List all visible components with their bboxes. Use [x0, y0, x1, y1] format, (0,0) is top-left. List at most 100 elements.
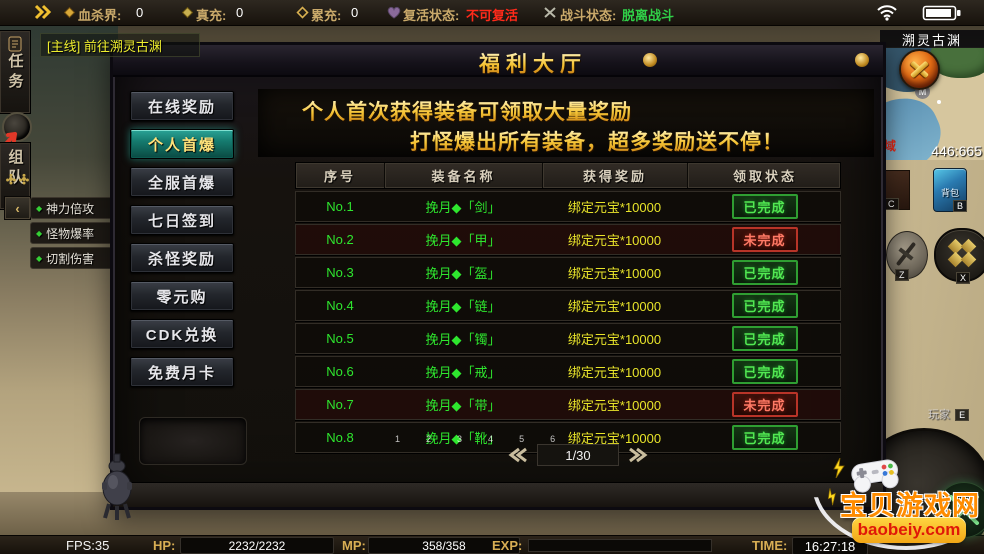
row-reward: 绑定元宝*10000: [567, 233, 662, 248]
blood-realm-icon: [63, 6, 76, 19]
status-button[interactable]: 已完成: [731, 293, 798, 318]
menu-kill-monster-reward[interactable]: 杀怪奖励: [130, 243, 234, 273]
gold-diamond-icon: [960, 251, 977, 268]
row-no: No.3: [326, 265, 354, 280]
buff-monster-drop[interactable]: ◆ 怪物爆率: [30, 222, 121, 244]
status-button[interactable]: 已完成: [731, 425, 798, 450]
row-no: No.8: [326, 430, 354, 445]
minimap-terrain[interactable]: M 区域 446:665: [880, 48, 984, 160]
blood-realm-value: 0: [136, 5, 144, 20]
exp-label: EXP:: [492, 538, 523, 553]
status-button[interactable]: 已完成: [731, 194, 798, 219]
close-dialog-button[interactable]: [899, 49, 940, 90]
row-no: No.4: [326, 298, 354, 313]
hotkey-z-badge: Z: [895, 269, 909, 281]
true-charge-icon: [181, 6, 194, 19]
buff-label: 神力倍攻: [46, 201, 95, 216]
col-装备名称: 装备名称: [384, 163, 542, 188]
chevrons-left-icon: [508, 447, 527, 463]
hotkey-e-badge: E: [955, 409, 970, 421]
status-button[interactable]: 未完成: [731, 392, 798, 417]
character-hotkey-icon[interactable]: C: [884, 170, 910, 210]
status-button[interactable]: 已完成: [731, 260, 798, 285]
menu-personal-first-drop[interactable]: 个人首爆: [130, 129, 234, 159]
task-scroll-icon: [8, 36, 22, 52]
collapse-panel-button[interactable]: ‹: [4, 196, 31, 220]
assist-hotkey-icon[interactable]: X: [934, 228, 984, 284]
incense-burner-decoration: [102, 453, 132, 520]
battle-swords-icon: [544, 7, 556, 18]
exp-bar: [528, 539, 712, 552]
banner-line2: 打怪爆出所有装备，超多奖励送不停！: [410, 126, 784, 156]
dialog-header: 福利大厅: [113, 45, 883, 77]
true-charge-label: 真充:: [196, 8, 227, 23]
hotkey-x-badge: X: [956, 272, 971, 284]
player-hotkey-icon[interactable]: 玩家 E: [928, 406, 970, 422]
row-reward: 绑定元宝*10000: [567, 431, 662, 446]
menu-server-first-drop[interactable]: 全服首爆: [130, 167, 234, 197]
hotkey-c-badge: C: [884, 198, 899, 210]
prev-page-button[interactable]: [506, 447, 530, 463]
mp-label: MP:: [342, 538, 366, 553]
sword-hotkey-icon[interactable]: Z: [886, 231, 928, 281]
top-status-bar: 血杀界: 0 真充: 0 累充: 0 复活状态: 不可复活 战斗状态: 脱离战斗: [0, 0, 984, 26]
buff-label: 怪物爆率: [46, 226, 95, 241]
chevrons-right-icon: [629, 447, 648, 463]
status-button[interactable]: 已完成: [731, 359, 798, 384]
row-item: 挽月◆「甲」: [425, 233, 501, 248]
table-header: 序号 装备名称 获得奖励 领取状态: [295, 162, 841, 189]
player-dot: [937, 100, 941, 104]
map-name: 溯灵古渊: [880, 30, 984, 48]
bottom-status-bar: FPS:35 HP: 2232/2232 MP: 358/358 EXP: TI…: [0, 535, 984, 554]
pagination: 1/30: [506, 444, 650, 466]
row-item: 挽月◆「链」: [425, 299, 501, 314]
expand-chevrons-icon[interactable]: [33, 4, 53, 20]
row-item: 挽月◆「靴」: [425, 431, 501, 446]
row-no: No.7: [326, 397, 354, 412]
minimap[interactable]: 溯灵古渊 M 区域 446:665: [880, 30, 984, 160]
menu-free-month-card[interactable]: 免费月卡: [130, 357, 234, 387]
page-indicator: 1/30: [537, 444, 619, 466]
buff-label: 切割伤害: [46, 251, 95, 266]
table-row: No.5 挽月◆「镯」 绑定元宝*10000 已完成: [295, 323, 841, 354]
menu-zero-yuan-buy[interactable]: 零元购: [130, 281, 234, 311]
quest-tracker[interactable]: [主线] 前往溯灵古渊: [40, 33, 200, 57]
row-reward: 绑定元宝*10000: [567, 200, 662, 215]
hotkey-b-badge: B: [952, 200, 967, 212]
revive-status-label: 复活状态:: [403, 8, 460, 23]
reward-table: 序号 装备名称 获得奖励 领取状态 No.1 挽月◆「剑」 绑定元宝*10000…: [295, 162, 841, 453]
row-no: No.1: [326, 199, 354, 214]
status-button[interactable]: 未完成: [731, 227, 798, 252]
menu-cdk-exchange[interactable]: CDK兑换: [130, 319, 234, 349]
quest-text: [主线] 前往溯灵古渊: [47, 38, 162, 54]
fps-counter: FPS:35: [66, 538, 110, 553]
row-no: No.6: [326, 364, 354, 379]
wifi-icon: [877, 5, 897, 21]
buff-divine-power[interactable]: ◆ 神力倍攻: [30, 197, 121, 219]
diamond-bullet-icon: ◆: [36, 228, 43, 238]
mp-value: 358/358: [368, 537, 520, 554]
status-button[interactable]: 已完成: [731, 326, 798, 351]
watermark-url: baobeiy.com: [852, 517, 966, 543]
bag-hotkey-icon[interactable]: 背包 B: [933, 168, 967, 212]
row-reward: 绑定元宝*10000: [567, 365, 662, 380]
menu-online-reward[interactable]: 在线奖励: [130, 91, 234, 121]
row-no: No.5: [326, 331, 354, 346]
banner: 个人首次获得装备可领取大量奖励 打怪爆出所有装备，超多奖励送不停！: [258, 89, 874, 157]
loop-icon[interactable]: [2, 112, 32, 142]
row-item: 挽月◆「剑」: [425, 200, 501, 215]
battle-status-label: 战斗状态:: [560, 8, 617, 23]
row-reward: 绑定元宝*10000: [567, 398, 662, 413]
hp-label: HP:: [153, 538, 176, 553]
sidebar-tab-task[interactable]: 任务: [0, 30, 31, 114]
battle-status-value: 脱离战斗: [622, 8, 675, 23]
game-controller-icon: [851, 459, 899, 493]
menu-seven-day-signin[interactable]: 七日签到: [130, 205, 234, 235]
tab-task-label: 任务: [6, 53, 24, 93]
row-no: No.2: [326, 232, 354, 247]
buff-cut-damage[interactable]: ◆ 切割伤害: [30, 247, 121, 269]
row-item: 挽月◆「带」: [425, 398, 501, 413]
next-page-button[interactable]: [626, 447, 650, 463]
lightning-bolt-icon: [833, 458, 845, 478]
